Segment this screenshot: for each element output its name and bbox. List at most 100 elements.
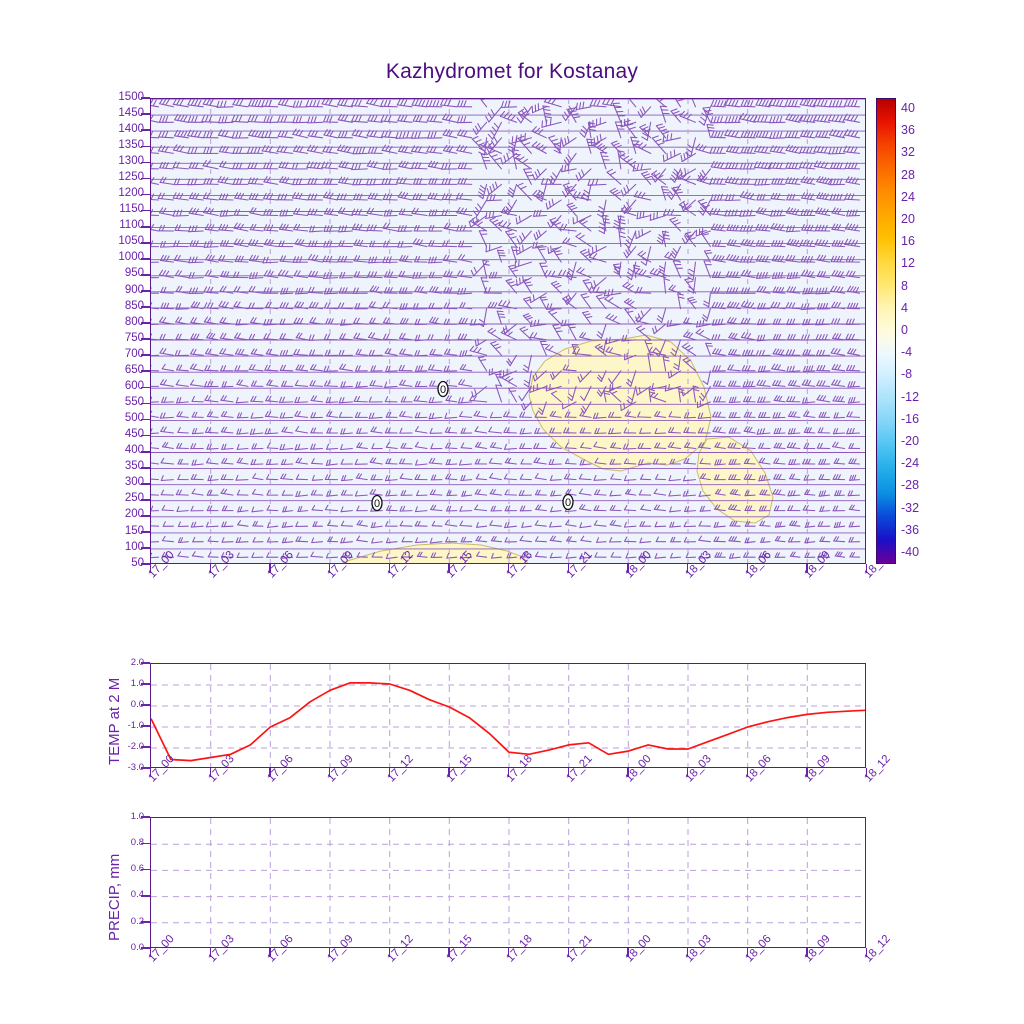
x-tick-mark <box>388 564 391 573</box>
y-tick-mark <box>141 704 150 706</box>
y-tick-label: 250 <box>124 492 144 505</box>
colorbar-tick-label: -28 <box>901 478 920 493</box>
y-tick-label: 300 <box>124 476 144 489</box>
y-tick-label: 100 <box>124 540 144 553</box>
x-tick-mark <box>388 768 391 777</box>
x-tick-mark <box>448 564 450 573</box>
y-tick-label: 1000 <box>118 251 144 264</box>
y-tick-mark <box>141 402 150 405</box>
y-tick-label: 500 <box>124 412 144 425</box>
x-tick-mark <box>806 948 808 957</box>
y-tick-label: 1450 <box>118 106 144 119</box>
y-tick-mark <box>141 113 150 116</box>
colorbar-tick-label: 28 <box>901 167 915 182</box>
y-tick-label: 0.0 <box>130 941 144 953</box>
temperature-colorbar <box>876 98 896 564</box>
y-tick-label: 200 <box>124 508 144 521</box>
y-tick-mark <box>141 466 150 469</box>
y-tick-label: -2.0 <box>127 740 144 752</box>
colorbar-tick-label: -20 <box>901 433 920 448</box>
colorbar-tick-label: 8 <box>901 278 908 293</box>
y-tick-mark <box>141 386 150 389</box>
y-tick-mark <box>141 354 150 357</box>
y-tick-label: 1300 <box>118 154 144 167</box>
x-tick-mark <box>388 948 391 957</box>
x-tick-mark <box>150 768 152 777</box>
y-tick-label: 0.8 <box>130 836 144 848</box>
colorbar-tick-label: 16 <box>901 234 915 249</box>
y-tick-label: 800 <box>124 315 144 328</box>
precipitation-gridlines <box>151 818 865 947</box>
colorbar-tick-label: 40 <box>901 101 915 116</box>
y-tick-label: 2.0 <box>130 656 144 668</box>
y-tick-label: 1350 <box>118 138 144 151</box>
y-tick-mark <box>141 97 150 99</box>
x-tick-mark <box>746 948 749 957</box>
precipitation-panel <box>150 817 866 948</box>
y-tick-mark <box>141 515 150 517</box>
temperature-series <box>151 682 865 762</box>
x-tick-mark <box>269 564 271 573</box>
y-tick-label: 0.2 <box>130 915 144 927</box>
y-tick-mark <box>141 868 150 871</box>
colorbar-tick-label: -16 <box>901 411 920 426</box>
y-tick-mark <box>141 418 150 421</box>
y-tick-mark <box>141 322 150 324</box>
x-tick-mark <box>329 768 331 777</box>
y-tick-label: 1250 <box>118 171 144 184</box>
y-tick-mark <box>141 531 150 533</box>
y-tick-label: 750 <box>124 331 144 344</box>
y-tick-mark <box>141 161 150 164</box>
y-tick-mark <box>141 129 150 132</box>
temperature-axis-label: TEMP at 2 M <box>106 677 123 765</box>
y-tick-mark <box>141 434 150 437</box>
x-tick-mark <box>567 768 570 777</box>
y-tick-label: 850 <box>124 299 144 312</box>
y-tick-label: 0.4 <box>130 889 144 901</box>
x-tick-mark <box>866 564 868 573</box>
y-tick-label: 150 <box>124 524 144 537</box>
x-tick-mark <box>329 564 331 573</box>
colorbar-tick-label: -4 <box>901 345 913 360</box>
x-tick-mark <box>508 564 510 573</box>
colorbar-tick-label: 20 <box>901 212 915 227</box>
y-tick-label: 1050 <box>118 235 144 248</box>
y-tick-mark <box>141 767 150 769</box>
y-tick-label: -1.0 <box>127 719 144 731</box>
precipitation-plot <box>151 818 865 947</box>
x-tick-mark <box>329 948 331 957</box>
colorbar-tick-label: -32 <box>901 500 920 515</box>
y-tick-label: 1200 <box>118 187 144 200</box>
x-tick-mark <box>687 768 689 777</box>
y-tick-mark <box>141 177 150 180</box>
y-tick-label: 1.0 <box>130 677 144 689</box>
x-tick-mark <box>627 768 629 777</box>
wind-profile-plot: 000 <box>151 99 865 563</box>
temperature-panel <box>150 663 866 768</box>
x-tick-mark <box>508 948 510 957</box>
x-tick-mark <box>567 948 570 957</box>
y-tick-mark <box>141 725 150 727</box>
colorbar-tick-label: -40 <box>901 544 920 559</box>
x-tick-mark <box>150 948 152 957</box>
y-tick-label: 400 <box>124 444 144 457</box>
x-tick-mark <box>687 564 689 573</box>
x-tick-mark <box>448 768 450 777</box>
y-tick-label: 1100 <box>119 219 144 232</box>
x-tick-mark <box>866 948 868 957</box>
y-tick-mark <box>141 290 150 292</box>
y-tick-mark <box>141 746 150 748</box>
y-tick-label: 700 <box>124 347 144 360</box>
x-tick-mark <box>627 948 629 957</box>
x-tick-mark <box>448 948 450 957</box>
y-tick-label: 0.6 <box>130 863 144 875</box>
y-tick-mark <box>141 482 150 485</box>
y-tick-mark <box>141 145 150 148</box>
y-tick-mark <box>141 563 150 565</box>
colorbar-tick-label: 4 <box>901 300 908 315</box>
y-tick-label: 900 <box>124 283 144 296</box>
y-tick-mark <box>141 241 150 244</box>
y-tick-label: 1500 <box>118 90 144 103</box>
contour-zero-labels: 000 <box>371 380 574 512</box>
